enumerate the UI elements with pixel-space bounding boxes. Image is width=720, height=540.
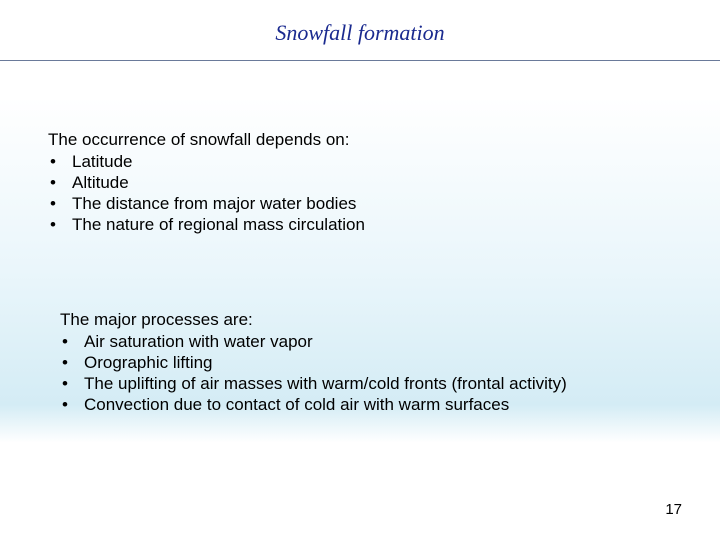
list-item: The nature of regional mass circulation: [48, 215, 680, 235]
section1-intro: The occurrence of snowfall depends on:: [48, 130, 680, 150]
slide-title: Snowfall formation: [0, 0, 720, 60]
page-number: 17: [665, 501, 682, 518]
slide: Snowfall formation The occurrence of sno…: [0, 0, 720, 540]
section-occurrence: The occurrence of snowfall depends on: L…: [48, 130, 680, 236]
list-item: Air saturation with water vapor: [60, 332, 680, 352]
list-item: Latitude: [48, 152, 680, 172]
list-item: The uplifting of air masses with warm/co…: [60, 374, 680, 394]
list-item: Convection due to contact of cold air wi…: [60, 395, 680, 415]
list-item: Altitude: [48, 173, 680, 193]
list-item: The distance from major water bodies: [48, 194, 680, 214]
section-processes: The major processes are: Air saturation …: [60, 310, 680, 416]
section2-intro: The major processes are:: [60, 310, 680, 330]
section1-list: Latitude Altitude The distance from majo…: [48, 152, 680, 235]
title-divider: [0, 60, 720, 61]
list-item: Orographic lifting: [60, 353, 680, 373]
section2-list: Air saturation with water vapor Orograph…: [60, 332, 680, 415]
